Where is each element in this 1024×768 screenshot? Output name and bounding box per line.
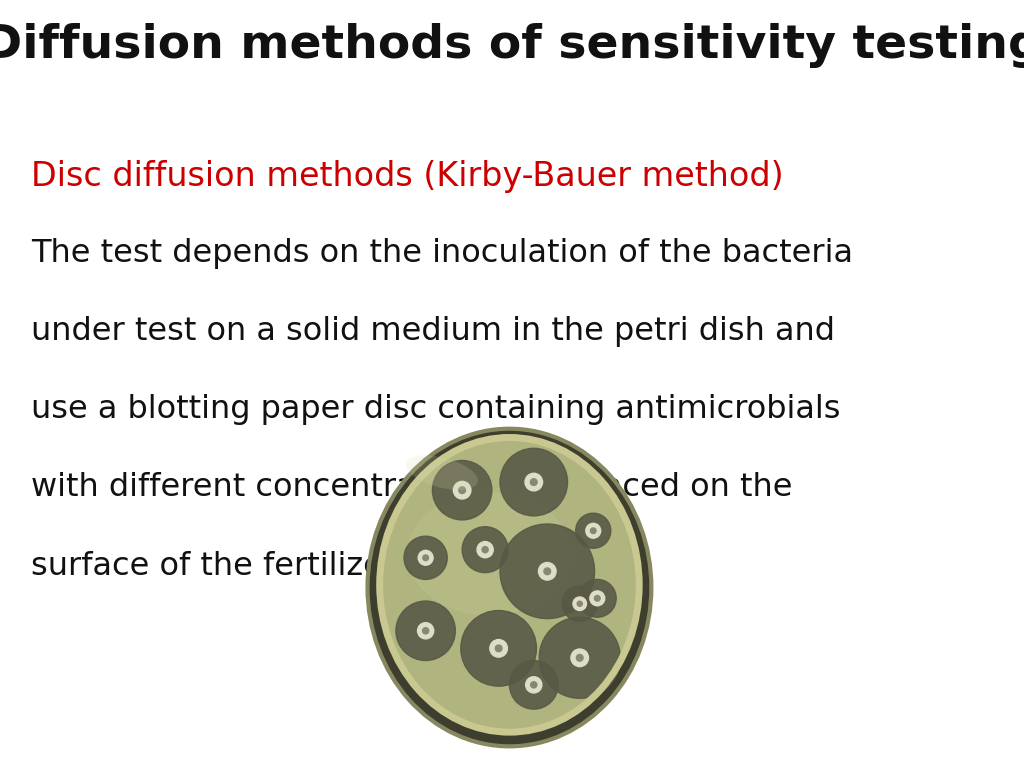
Ellipse shape xyxy=(404,536,447,579)
Circle shape xyxy=(454,482,471,499)
Ellipse shape xyxy=(396,601,456,660)
Ellipse shape xyxy=(380,438,639,732)
Ellipse shape xyxy=(461,611,537,686)
Text: with different concentrations and placed on the: with different concentrations and placed… xyxy=(31,472,793,503)
Ellipse shape xyxy=(575,513,610,548)
Ellipse shape xyxy=(368,429,651,746)
Ellipse shape xyxy=(579,579,616,617)
Ellipse shape xyxy=(462,527,508,573)
Ellipse shape xyxy=(562,586,597,621)
Ellipse shape xyxy=(540,617,621,698)
Circle shape xyxy=(496,645,502,652)
Circle shape xyxy=(586,523,601,538)
Circle shape xyxy=(544,568,551,574)
Circle shape xyxy=(530,478,538,485)
Text: use a blotting paper disc containing antimicrobials: use a blotting paper disc containing ant… xyxy=(31,394,841,425)
Circle shape xyxy=(477,541,494,558)
Circle shape xyxy=(423,627,429,634)
Circle shape xyxy=(577,654,583,661)
Text: Disc diffusion methods (Kirby-Bauer method): Disc diffusion methods (Kirby-Bauer meth… xyxy=(31,160,783,193)
Circle shape xyxy=(525,677,542,693)
Circle shape xyxy=(459,487,466,494)
Circle shape xyxy=(595,595,600,601)
Circle shape xyxy=(418,623,434,639)
Circle shape xyxy=(539,562,556,580)
Circle shape xyxy=(578,601,583,606)
Text: Diffusion methods of sensitivity testing: Diffusion methods of sensitivity testing xyxy=(0,24,1024,68)
Text: surface of the fertilized medium: surface of the fertilized medium xyxy=(31,551,545,581)
Circle shape xyxy=(590,591,605,606)
Circle shape xyxy=(530,682,537,688)
Circle shape xyxy=(423,555,428,561)
Circle shape xyxy=(571,649,589,667)
Ellipse shape xyxy=(432,461,492,520)
Text: under test on a solid medium in the petri dish and: under test on a solid medium in the petr… xyxy=(31,316,835,347)
Circle shape xyxy=(489,640,508,657)
Circle shape xyxy=(573,597,587,611)
Circle shape xyxy=(418,551,433,565)
Text: The test depends on the inoculation of the bacteria: The test depends on the inoculation of t… xyxy=(31,238,853,269)
Ellipse shape xyxy=(408,493,570,614)
Ellipse shape xyxy=(500,524,595,618)
Circle shape xyxy=(591,528,596,534)
Ellipse shape xyxy=(500,449,567,516)
Circle shape xyxy=(525,473,543,491)
Circle shape xyxy=(482,547,488,553)
Ellipse shape xyxy=(509,660,558,709)
Ellipse shape xyxy=(406,455,478,490)
